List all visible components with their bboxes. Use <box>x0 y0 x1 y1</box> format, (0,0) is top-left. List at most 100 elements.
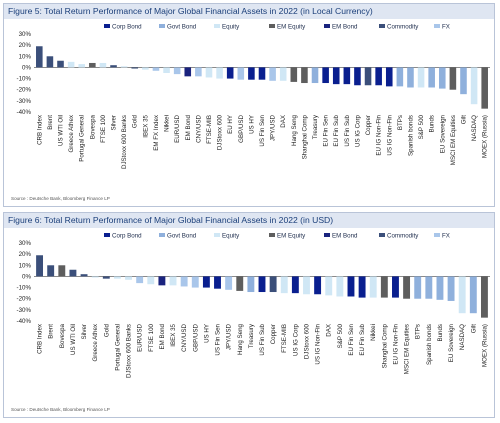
fig5-bar-nikkei <box>163 67 170 73</box>
fig6-x-label-eu-fin-sen: EU Fin Sen <box>348 323 355 355</box>
fig6-x-label-eu-fin-sub: EU Fin Sub <box>359 323 366 355</box>
fig5-x-label-brent: Brent <box>47 115 54 130</box>
fig5-bar-us-fin-sen <box>258 67 266 80</box>
fig5-y-tick-label: -30% <box>17 98 32 105</box>
fig6-bar-msci-em-equities <box>403 276 411 299</box>
fig6-legend-label-em-bond: EM Bond <box>332 233 358 240</box>
fig5-bar-eur-usd <box>173 67 181 75</box>
fig5-bar-treasury <box>311 67 319 84</box>
fig5-x-label-us-ig-non-fin: US IG Non-Fin <box>386 114 393 155</box>
fig6-x-label-greece-athex: Greece Athex <box>92 323 99 361</box>
fig6-x-label-gbp-usd: GBP/USD <box>192 323 199 351</box>
fig5-x-label-copper: Copper <box>365 115 372 135</box>
fig5-legend-label-equity: Equity <box>222 24 240 31</box>
fig5-bar-gbp-usd <box>237 67 245 80</box>
fig6-x-label-us-fin-sub: US Fin Sub <box>259 323 266 355</box>
fig5-bar-cny-usd <box>195 67 202 77</box>
figure-6-source: Source : Deutsche Bank, Bloomberg Financ… <box>11 407 110 412</box>
fig5-bar-jpy-usd <box>269 67 276 81</box>
fig6-bar-btps <box>414 276 422 299</box>
fig5-x-label-ibex-35: IBEX 35 <box>142 114 149 137</box>
fig6-legend-label-govt-bond: Govt Bond <box>167 233 197 240</box>
fig6-legend-label-commodity: Commodity <box>387 233 419 240</box>
fig5-y-tick-label: 20% <box>19 42 32 49</box>
fig5-bar-ftse-100 <box>99 62 107 68</box>
fig6-x-label-dax: DAX <box>326 324 333 337</box>
fig5-x-label-moex-russia: MOEX (Russia) <box>482 115 489 158</box>
fig5-bar-shanghai-comp <box>301 67 308 84</box>
fig6-legend-label-em-equity: EM Equity <box>277 233 306 240</box>
fig5-y-tick-label: 30% <box>19 31 32 38</box>
fig6-y-tick-label: -30% <box>17 307 32 314</box>
fig6-y-tick-label: 10% <box>19 262 32 269</box>
fig6-y-tick-label: 30% <box>19 240 32 247</box>
fig6-bar-eu-fin-sub <box>358 276 366 298</box>
fig5-x-label-us-ig-corp: US IG Corp <box>354 114 361 147</box>
fig5-bar-us-ig-non-fin <box>385 67 393 87</box>
fig6-legend-label-corp-bond: Corp Bond <box>112 233 142 240</box>
fig6-x-label-bunds: Bunds <box>437 324 444 342</box>
fig6-bar-bunds <box>436 276 444 300</box>
fig5-x-label-eu-hy: EU HY <box>227 115 234 134</box>
fig6-bar-us-ig-non-fin <box>314 276 322 295</box>
fig6-x-label-brent: Brent <box>48 324 55 339</box>
fig6-bar-eu-sovereign <box>447 276 455 301</box>
fig5-bar-us-hy <box>248 67 255 80</box>
fig5-bar-dax <box>279 67 287 81</box>
fig5-bar-portugal-general <box>78 64 86 68</box>
fig5-x-label-ftse-mib: FTSE-MIB <box>206 115 213 144</box>
fig5-x-label-ftse-100: FTSE 100 <box>100 114 107 142</box>
fig5-x-label-btps: BTPs <box>397 115 404 130</box>
fig6-x-label-eur-usd: EUR/USD <box>137 323 144 351</box>
fig5-bar-ftse-mib <box>205 67 213 78</box>
fig5-x-label-silver: Silver <box>111 115 118 130</box>
fig5-bar-eu-hy <box>226 67 234 79</box>
fig5-legend-label-em-equity: EM Equity <box>277 24 306 31</box>
fig5-legend-label-commodity: Commodity <box>387 24 419 31</box>
fig5-x-label-spanish-bonds: Spanish bonds <box>407 115 414 156</box>
fig5-bar-djstoxx-600 <box>216 67 223 79</box>
fig6-bar-us-hy <box>202 276 210 288</box>
figure-5-chart: Corp Bond Govt Bond Equity EM Equity EM Bond… <box>17 24 490 169</box>
fig6-x-label-spanish-bonds: Spanish bonds <box>426 324 433 365</box>
fig6-bar-moex-russia <box>480 276 488 318</box>
fig5-bar-bunds <box>428 67 435 88</box>
fig6-bar-portugal-general <box>113 276 121 279</box>
fig6-bar-gold <box>102 276 110 279</box>
fig6-bar-us-fin-sub <box>258 276 266 293</box>
fig5-x-label-eur-usd: EUR/USD <box>174 114 181 142</box>
fig6-bar-eu-fin-sen <box>347 276 355 297</box>
fig6-x-label-copper: Copper <box>270 324 277 344</box>
fig5-x-label-crb-index: CRB Index <box>36 114 43 145</box>
fig5-x-label-eu-fin-sub: EU Fin Sub <box>333 114 340 146</box>
fig6-bar-nikkei <box>369 276 377 298</box>
fig5-bar-crb-index <box>36 46 43 68</box>
fig6-x-label-btps: BTPs <box>415 324 422 339</box>
fig6-x-label-us-ig-non-fin: US IG Non-Fin <box>315 323 322 364</box>
fig5-bar-eu-ig-non-fin <box>375 67 382 86</box>
fig5-x-label-jpy-usd: JPY/USD <box>270 114 277 141</box>
fig5-x-label-bovespa: Bovespa <box>89 114 96 139</box>
fig5-legend-swatch-em-equity <box>269 24 275 28</box>
fig6-x-label-silver: Silver <box>81 324 88 339</box>
fig6-bar-crb-index <box>36 255 44 277</box>
fig6-bar-brent <box>47 265 55 277</box>
fig6-legend-label-fx: FX <box>442 233 450 240</box>
fig5-bar-msci-em-equities <box>449 67 457 90</box>
fig5-legend-label-fx: FX <box>442 24 450 31</box>
fig6-bar-treasury <box>247 276 255 293</box>
fig6-legend-swatch-govt-bond <box>159 233 165 237</box>
figure-6-chart: Corp Bond Govt Bond Equity EM Equity EM Bond… <box>17 233 490 378</box>
fig6-y-tick-label: -20% <box>17 296 32 303</box>
fig6-bar-em-bond <box>158 276 166 286</box>
fig5-bar-us-wti-oil <box>57 60 64 68</box>
fig6-bar-greece-athex <box>91 276 99 278</box>
fig6-bar-copper <box>269 276 277 293</box>
fig5-x-label-nikkei: Nikkei <box>164 115 171 132</box>
fig6-x-label-hang-seng: Hang Seng <box>237 323 244 355</box>
fig6-x-label-ftse-100: FTSE 100 <box>148 323 155 351</box>
fig5-legend-swatch-corp-bond <box>104 24 110 28</box>
fig5-y-tick-label: -10% <box>17 76 32 83</box>
fig5-legend-label-corp-bond: Corp Bond <box>112 24 142 31</box>
fig5-bar-em-fx-index <box>152 67 160 71</box>
